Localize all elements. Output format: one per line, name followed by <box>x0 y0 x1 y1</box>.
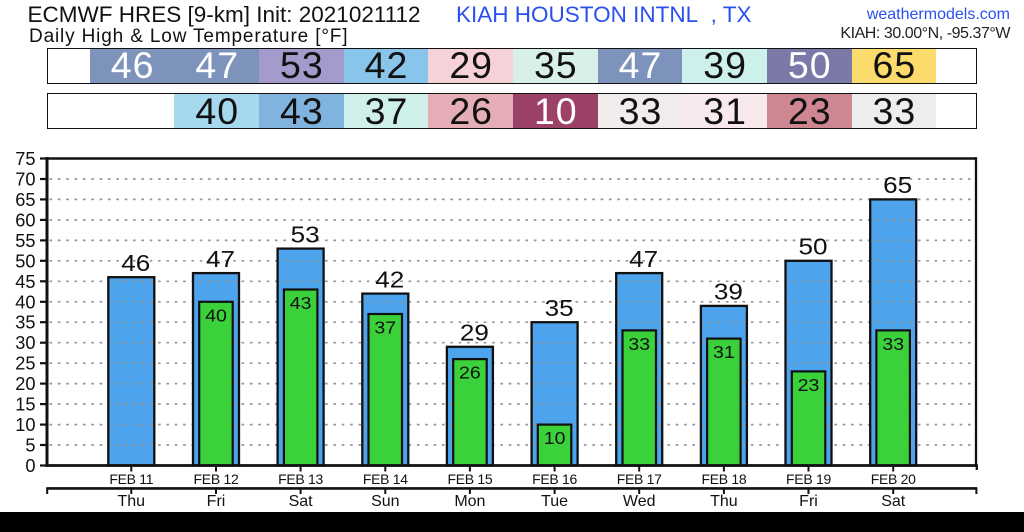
svg-text:33: 33 <box>882 334 904 354</box>
svg-text:39: 39 <box>714 279 743 305</box>
svg-text:FEB 14: FEB 14 <box>363 471 408 487</box>
svg-text:FEB 20: FEB 20 <box>871 471 916 487</box>
svg-text:FEB 18: FEB 18 <box>701 471 746 487</box>
svg-text:15: 15 <box>15 395 35 415</box>
svg-text:31: 31 <box>713 342 735 362</box>
svg-text:35: 35 <box>545 295 574 321</box>
svg-text:35: 35 <box>15 313 35 333</box>
svg-text:45: 45 <box>15 272 35 292</box>
svg-text:FEB 15: FEB 15 <box>447 471 492 487</box>
svg-text:30: 30 <box>15 333 35 353</box>
svg-text:55: 55 <box>15 231 35 251</box>
svg-text:Tue: Tue <box>541 493 568 510</box>
svg-text:Thu: Thu <box>710 493 738 510</box>
svg-text:Sat: Sat <box>881 493 906 510</box>
svg-text:42: 42 <box>375 266 404 292</box>
svg-text:FEB 11: FEB 11 <box>109 471 153 487</box>
svg-text:20: 20 <box>15 374 35 394</box>
svg-text:FEB 16: FEB 16 <box>532 471 577 487</box>
svg-text:53: 53 <box>291 221 320 247</box>
svg-text:46: 46 <box>121 250 150 276</box>
svg-text:FEB 17: FEB 17 <box>617 471 662 487</box>
svg-text:40: 40 <box>205 305 227 325</box>
svg-text:FEB 12: FEB 12 <box>194 471 239 487</box>
svg-text:60: 60 <box>15 210 35 230</box>
svg-text:65: 65 <box>883 172 912 198</box>
svg-text:29: 29 <box>460 320 489 346</box>
svg-text:5: 5 <box>25 436 35 456</box>
svg-text:47: 47 <box>206 246 235 272</box>
svg-text:Thu: Thu <box>118 493 146 510</box>
svg-text:FEB 19: FEB 19 <box>786 471 831 487</box>
svg-text:75: 75 <box>15 149 35 169</box>
svg-text:Sat: Sat <box>289 493 314 510</box>
svg-text:10: 10 <box>544 428 566 448</box>
svg-text:33: 33 <box>628 334 650 354</box>
svg-text:Fri: Fri <box>799 493 818 510</box>
svg-text:50: 50 <box>799 234 828 260</box>
svg-text:10: 10 <box>15 415 35 435</box>
svg-text:0: 0 <box>25 456 35 476</box>
svg-text:Fri: Fri <box>207 493 226 510</box>
svg-text:70: 70 <box>15 170 35 190</box>
svg-text:50: 50 <box>15 251 35 271</box>
svg-text:Wed: Wed <box>623 493 656 510</box>
svg-text:Sun: Sun <box>371 493 399 510</box>
svg-text:FEB 13: FEB 13 <box>278 471 323 487</box>
svg-text:25: 25 <box>15 354 35 374</box>
svg-text:23: 23 <box>798 375 820 395</box>
svg-text:26: 26 <box>459 363 481 383</box>
svg-text:47: 47 <box>629 246 658 272</box>
svg-text:40: 40 <box>15 292 35 312</box>
svg-text:Mon: Mon <box>454 493 485 510</box>
svg-text:43: 43 <box>290 293 312 313</box>
svg-text:65: 65 <box>15 190 35 210</box>
svg-text:37: 37 <box>374 318 396 338</box>
